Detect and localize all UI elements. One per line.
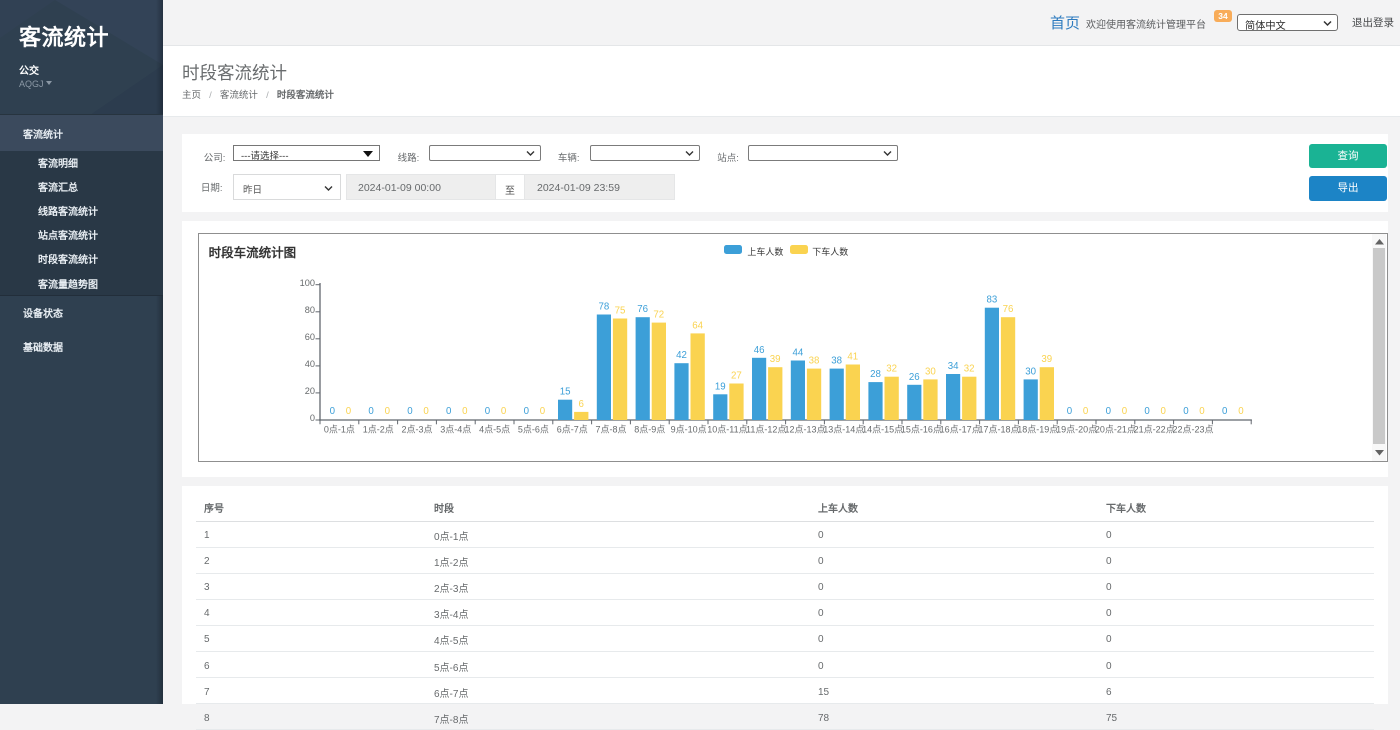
svg-text:40: 40 — [304, 359, 314, 369]
svg-text:46: 46 — [753, 344, 764, 355]
svg-text:32: 32 — [886, 363, 897, 374]
svg-text:12点-13点: 12点-13点 — [784, 424, 825, 434]
svg-text:3点-4点: 3点-4点 — [440, 424, 471, 434]
svg-text:11点-12点: 11点-12点 — [746, 424, 786, 434]
svg-text:78: 78 — [598, 301, 609, 312]
svg-text:38: 38 — [831, 355, 842, 366]
svg-text:6: 6 — [578, 398, 583, 409]
svg-text:1点-2点: 1点-2点 — [362, 424, 393, 434]
svg-text:0点-1点: 0点-1点 — [323, 424, 354, 434]
svg-text:0: 0 — [1160, 405, 1166, 416]
svg-text:83: 83 — [986, 294, 997, 305]
svg-text:75: 75 — [614, 305, 625, 316]
svg-text:27: 27 — [731, 370, 742, 381]
svg-text:19点-20点: 19点-20点 — [1056, 424, 1097, 434]
svg-text:34: 34 — [947, 361, 958, 372]
svg-text:60: 60 — [304, 332, 314, 342]
svg-text:0: 0 — [1082, 405, 1088, 416]
svg-text:0: 0 — [1066, 405, 1072, 416]
svg-text:80: 80 — [304, 305, 314, 315]
svg-text:42: 42 — [676, 350, 687, 361]
svg-text:0: 0 — [1238, 405, 1244, 416]
svg-text:64: 64 — [692, 320, 703, 331]
svg-text:0: 0 — [345, 405, 351, 416]
svg-text:0: 0 — [329, 405, 335, 416]
svg-text:6点-7点: 6点-7点 — [556, 424, 587, 434]
svg-text:7点-8点: 7点-8点 — [595, 424, 626, 434]
svg-text:21点-22点: 21点-22点 — [1133, 424, 1174, 434]
svg-text:26: 26 — [908, 371, 919, 382]
svg-text:14点-15点: 14点-15点 — [862, 424, 903, 434]
svg-text:18点-19点: 18点-19点 — [1017, 424, 1058, 434]
svg-text:13点-14点: 13点-14点 — [823, 424, 864, 434]
svg-text:0: 0 — [309, 413, 314, 423]
svg-text:0: 0 — [446, 405, 452, 416]
svg-text:20: 20 — [304, 386, 314, 396]
svg-text:4点-5点: 4点-5点 — [479, 424, 510, 434]
svg-text:22点-23点: 22点-23点 — [1172, 424, 1213, 434]
svg-text:38: 38 — [808, 355, 819, 366]
svg-text:0: 0 — [523, 405, 529, 416]
svg-text:0: 0 — [1199, 405, 1205, 416]
svg-text:44: 44 — [792, 347, 803, 358]
svg-text:0: 0 — [368, 405, 374, 416]
svg-text:10点-11点: 10点-11点 — [707, 424, 747, 434]
svg-text:28: 28 — [870, 369, 881, 380]
svg-text:0: 0 — [1105, 405, 1111, 416]
svg-text:100: 100 — [299, 277, 314, 287]
svg-text:0: 0 — [423, 405, 429, 416]
svg-text:0: 0 — [1144, 405, 1150, 416]
svg-text:17点-18点: 17点-18点 — [978, 424, 1019, 434]
svg-text:76: 76 — [1002, 304, 1013, 315]
svg-text:0: 0 — [484, 405, 490, 416]
svg-text:8点-9点: 8点-9点 — [634, 424, 665, 434]
svg-text:0: 0 — [500, 405, 506, 416]
svg-text:0: 0 — [384, 405, 390, 416]
svg-text:5点-6点: 5点-6点 — [517, 424, 548, 434]
svg-text:32: 32 — [963, 363, 974, 374]
svg-text:72: 72 — [653, 309, 664, 320]
svg-text:9点-10点: 9点-10点 — [670, 424, 706, 434]
svg-text:39: 39 — [769, 354, 780, 365]
svg-text:0: 0 — [407, 405, 413, 416]
svg-text:30: 30 — [1025, 366, 1036, 377]
svg-text:76: 76 — [637, 304, 648, 315]
svg-text:15点-16点: 15点-16点 — [900, 424, 941, 434]
svg-text:15: 15 — [559, 386, 570, 397]
svg-text:0: 0 — [1121, 405, 1127, 416]
svg-text:41: 41 — [847, 351, 858, 362]
svg-text:0: 0 — [462, 405, 468, 416]
svg-text:2点-3点: 2点-3点 — [401, 424, 432, 434]
svg-text:0: 0 — [1222, 405, 1228, 416]
svg-text:19: 19 — [714, 381, 725, 392]
svg-text:16点-17点: 16点-17点 — [939, 424, 980, 434]
svg-text:0: 0 — [539, 405, 545, 416]
svg-text:20点-21点: 20点-21点 — [1094, 424, 1135, 434]
svg-text:0: 0 — [1183, 405, 1189, 416]
svg-text:30: 30 — [925, 366, 936, 377]
svg-text:39: 39 — [1041, 354, 1052, 365]
